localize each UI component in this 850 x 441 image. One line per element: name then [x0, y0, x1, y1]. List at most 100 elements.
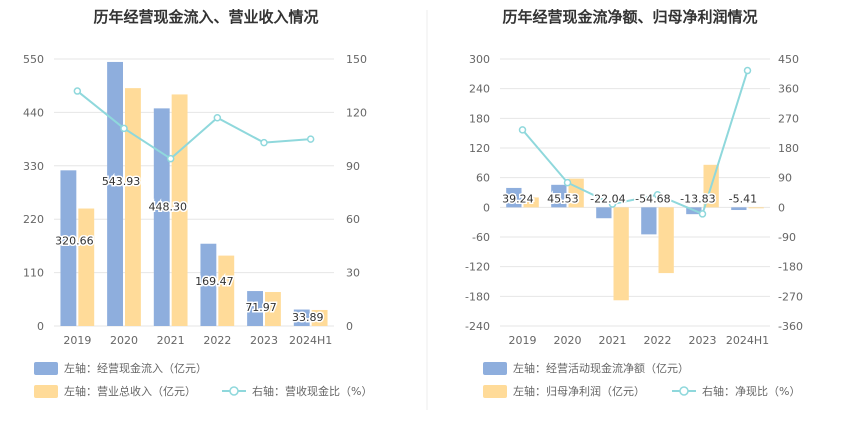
ratio-point [518, 126, 527, 134]
ratio-point [120, 124, 128, 133]
right-axis-tick-label: 150 [346, 53, 367, 66]
category-label: 2024H1 [726, 334, 769, 347]
legend-marker [679, 386, 689, 396]
bar-primary [731, 207, 747, 211]
category-label: 2023 [250, 334, 278, 347]
category-label: 2019 [509, 334, 537, 347]
ratio-point [743, 66, 752, 75]
left-axis-tick-label: -240 [465, 320, 490, 333]
ratio-point [563, 178, 572, 187]
left-axis-tick-label: 330 [23, 160, 44, 173]
legend-swatch [483, 385, 507, 398]
bar-primary [293, 309, 310, 326]
ratio-point [653, 191, 662, 199]
right-axis-tick-label: 30 [346, 267, 360, 280]
data-label: -54.68 [635, 192, 670, 205]
data-label: 33.89 [292, 311, 324, 324]
bar-primary [596, 207, 612, 219]
bar-secondary [311, 309, 328, 326]
left-axis-tick-label: 220 [23, 213, 44, 226]
ratio-point [213, 113, 222, 122]
right-axis-tick-label: 120 [346, 106, 367, 119]
legend-swatch [483, 362, 507, 375]
category-label: 2020 [110, 334, 138, 347]
right-axis-tick-label: -90 [778, 231, 796, 244]
bar-secondary [613, 207, 629, 301]
right-axis-tick-label: 0 [778, 201, 785, 214]
data-label: 169.47 [195, 275, 234, 288]
bar-secondary [218, 255, 235, 326]
data-label: 320.66 [55, 234, 94, 247]
bar-secondary [265, 292, 281, 326]
left-axis-tick-label: 0 [483, 201, 490, 214]
bar-primary [200, 243, 217, 326]
ratio-point [166, 154, 175, 163]
bar-primary [60, 170, 77, 326]
chart-title: 历年经营现金流入、营业收入情况 [93, 8, 318, 26]
right-axis-tick-label: -360 [778, 320, 803, 333]
right-axis-tick-label: 450 [778, 53, 799, 66]
data-label: -22.04 [590, 192, 625, 205]
legend-swatch [34, 385, 58, 398]
bar-primary [551, 184, 567, 208]
left-axis-tick-label: 550 [23, 53, 44, 66]
chart-1: 历年经营现金流净额、归母净利润情况 -240 -180 -120 -60 0 60 120 18… [465, 8, 803, 398]
chart-title: 历年经营现金流净额、归母净利润情况 [502, 8, 757, 26]
category-label: 2022 [203, 334, 231, 347]
right-axis-tick-label: 270 [778, 112, 799, 125]
bar-secondary [658, 207, 674, 274]
right-axis-tick-label: 90 [346, 160, 360, 173]
left-axis-tick-label: 180 [469, 112, 490, 125]
legend-label: 右轴：营收现金比（%） [252, 384, 372, 398]
bar-secondary [171, 94, 188, 327]
category-label: 2020 [554, 334, 582, 347]
legend-label: 左轴：经营活动现金流净额（亿元） [513, 361, 689, 375]
chart-0: 历年经营现金流入、营业收入情况 0 110 220 330 440 550 0 30 60 90 12… [23, 8, 372, 398]
bar-primary [506, 187, 522, 208]
right-axis-tick-label: 0 [346, 320, 353, 333]
left-axis-tick-label: 110 [23, 267, 44, 280]
legend-label: 左轴：营业总收入（亿元） [64, 384, 196, 398]
legend-label: 左轴：归母净利润（亿元） [513, 384, 645, 398]
category-label: 2019 [63, 334, 91, 347]
bar-secondary [748, 207, 764, 209]
data-label: 39.24 [502, 192, 534, 205]
bar-secondary [78, 208, 95, 326]
left-axis-tick-label: 120 [469, 142, 490, 155]
data-label: 71.97 [245, 301, 277, 314]
left-axis-tick-label: -180 [465, 290, 490, 303]
data-label: -13.83 [680, 192, 715, 205]
right-axis-tick-label: 360 [778, 83, 799, 96]
bar-primary [107, 61, 123, 326]
category-label: 2024H1 [289, 334, 332, 347]
category-label: 2021 [599, 334, 627, 347]
left-axis-tick-label: -120 [465, 261, 490, 274]
legend-label: 左轴：经营现金流入（亿元） [64, 361, 207, 375]
right-axis-tick-label: 90 [778, 172, 792, 185]
bar-primary [153, 108, 170, 326]
right-axis-tick-label: 60 [346, 213, 360, 226]
data-label: 45.53 [547, 192, 579, 205]
left-axis-tick-label: 240 [469, 83, 490, 96]
category-label: 2022 [644, 334, 672, 347]
bar-secondary [125, 88, 141, 326]
ratio-line [76, 90, 311, 160]
left-axis-tick-label: 440 [23, 106, 44, 119]
ratio-point [73, 87, 82, 95]
right-axis-tick-label: 180 [778, 142, 799, 155]
legend-marker [229, 386, 239, 396]
left-axis-tick-label: 300 [469, 53, 490, 66]
ratio-point [698, 210, 707, 218]
legend-label: 右轴：净现比（%） [702, 384, 800, 398]
ratio-point [608, 200, 617, 208]
data-label: -5.41 [729, 192, 757, 205]
data-label: 448.30 [148, 200, 187, 213]
category-label: 2021 [157, 334, 185, 347]
category-label: 2023 [689, 334, 717, 347]
bar-primary [247, 291, 263, 326]
right-axis-tick-label: -180 [778, 261, 803, 274]
bar-secondary [523, 197, 539, 208]
legend-swatch [34, 362, 58, 375]
